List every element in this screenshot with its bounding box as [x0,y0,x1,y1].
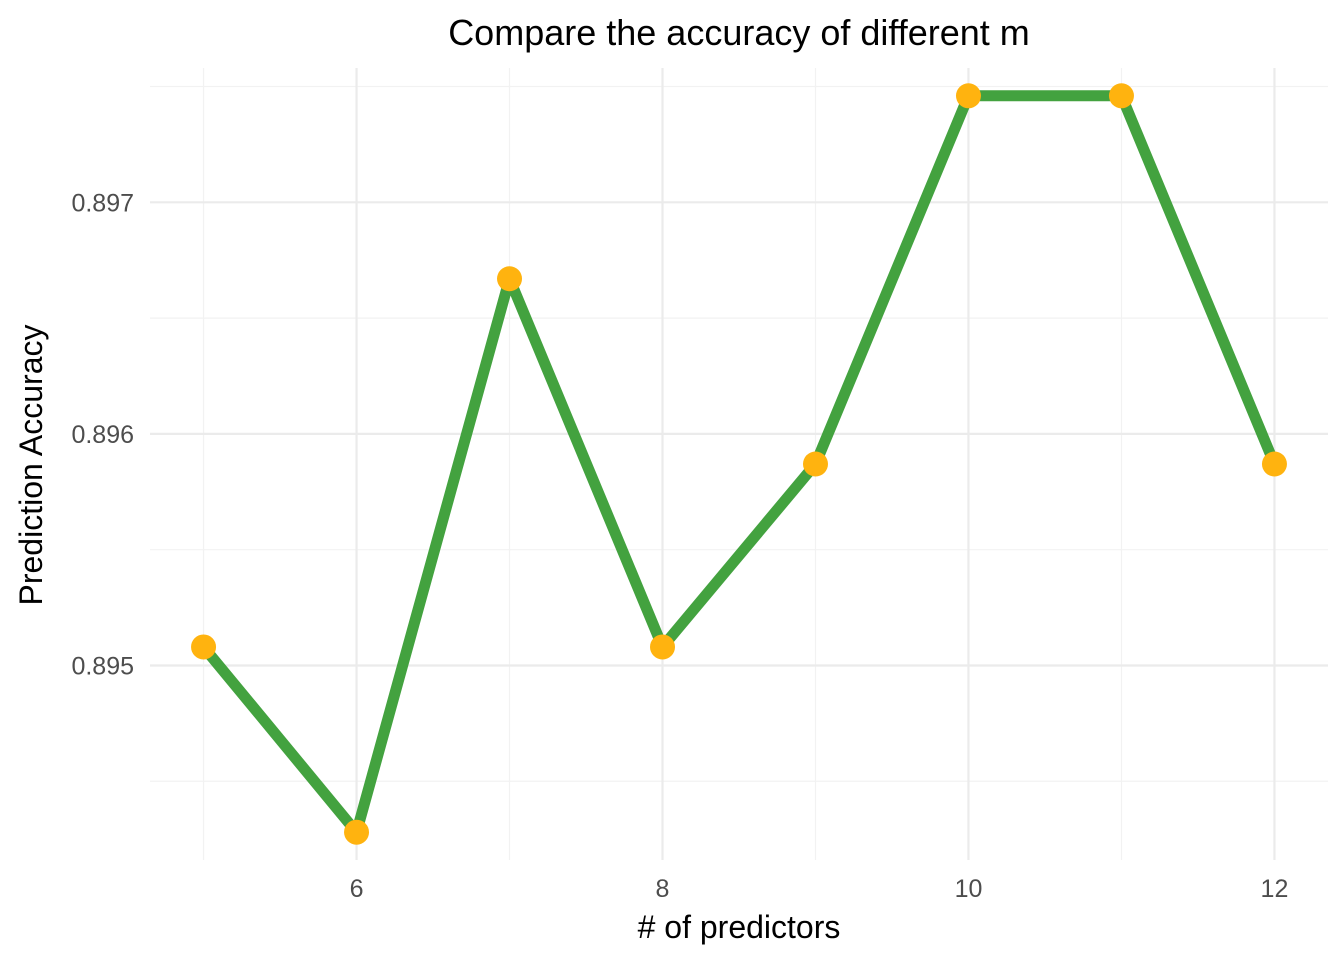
y-tick-labels: 0.895 0.896 0.897 [71,189,134,680]
y-tick-label: 0.896 [71,421,134,449]
points-layer [191,83,1287,845]
data-point [497,266,523,292]
y-axis-title: Prediction Accuracy [13,324,49,605]
data-point [955,83,981,109]
data-point [650,634,676,660]
series-line [199,90,1280,838]
data-point [344,819,370,845]
x-tick-label: 6 [350,875,364,903]
minor-gridlines [150,68,1328,860]
x-tick-label: 10 [955,875,983,903]
data-point [802,451,828,477]
y-tick-label: 0.895 [71,652,134,680]
chart-title: Compare the accuracy of different m [448,12,1030,53]
x-tick-label: 8 [656,875,670,903]
series-layer [199,90,1280,838]
major-gridlines [150,68,1328,860]
x-axis-title: # of predictors [638,909,841,945]
x-tick-label: 12 [1261,875,1289,903]
data-point [1108,83,1134,109]
data-point [1261,451,1287,477]
x-tick-labels: 6 8 10 12 [350,875,1289,903]
y-tick-label: 0.897 [71,189,134,217]
data-point [191,634,217,660]
